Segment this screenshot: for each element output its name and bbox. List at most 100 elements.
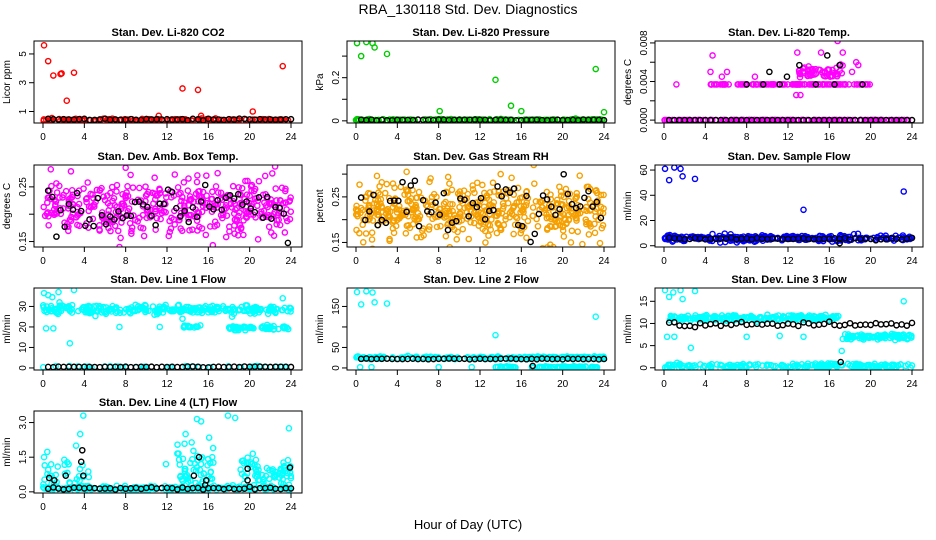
- data-point: [237, 224, 245, 232]
- data-point: [59, 194, 66, 201]
- hourly-point: [53, 233, 60, 240]
- data-point: [270, 307, 277, 315]
- hourly-point: [244, 476, 251, 484]
- data-point: [68, 301, 76, 309]
- data-point: [84, 468, 92, 475]
- y-tick-label: 0.15: [331, 232, 342, 252]
- data-point: [592, 364, 599, 370]
- hourly-point: [589, 203, 596, 210]
- data-point: [465, 235, 473, 243]
- data-point: [47, 166, 55, 173]
- data-point: [156, 186, 164, 194]
- data-point: [736, 363, 744, 370]
- data-point: [896, 234, 904, 242]
- outlier-point: [403, 168, 410, 176]
- data-point: [427, 175, 434, 182]
- hourly-point: [727, 321, 735, 329]
- hourly-point: [201, 181, 209, 189]
- data-point: [284, 456, 292, 464]
- y-axis-label: percent: [315, 189, 326, 223]
- outlier-point: [249, 108, 257, 115]
- hourly-point: [490, 206, 497, 214]
- data-point: [142, 302, 149, 310]
- data-point: [374, 208, 382, 216]
- outlier-point: [723, 68, 731, 76]
- data-point: [230, 198, 237, 205]
- data-point: [268, 170, 276, 177]
- data-point: [193, 323, 201, 331]
- x-tick-label: 12: [782, 379, 794, 390]
- data-point: [825, 361, 833, 369]
- outlier-point: [776, 332, 784, 340]
- data-point: [41, 485, 48, 492]
- data-point: [48, 182, 55, 190]
- data-point: [404, 187, 412, 195]
- data-point: [67, 217, 75, 225]
- outlier-point: [116, 323, 123, 331]
- data-point: [365, 204, 373, 211]
- data-point: [67, 168, 75, 175]
- x-tick-label: 8: [123, 502, 129, 513]
- x-tick-label: 8: [744, 132, 750, 143]
- x-tick-label: 12: [474, 256, 486, 267]
- outlier-point: [49, 293, 56, 301]
- y-tick-label: 3.0: [18, 415, 29, 429]
- hourly-point: [90, 222, 97, 230]
- x-tick-label: 8: [436, 256, 442, 267]
- data-point: [208, 195, 215, 203]
- hourly-point: [415, 222, 423, 230]
- data-point: [100, 303, 107, 311]
- hourly-point: [810, 322, 818, 329]
- data-point: [286, 304, 293, 312]
- data-point: [402, 230, 410, 237]
- data-point: [389, 203, 397, 211]
- data-point: [258, 324, 265, 331]
- data-point: [45, 306, 53, 313]
- figure-title: RBA_130118 Std. Dev. Diagnostics: [358, 1, 578, 17]
- data-point: [353, 202, 360, 210]
- outlier-point: [600, 108, 608, 116]
- data-point: [242, 177, 249, 185]
- outlier-point: [383, 300, 391, 307]
- hourly-point: [210, 363, 217, 370]
- data-point: [708, 360, 715, 368]
- data-point: [483, 207, 491, 215]
- x-tick-label: 20: [244, 132, 256, 143]
- x-axis-label: Hour of Day (UTC): [413, 517, 523, 532]
- data-point: [180, 199, 188, 206]
- hourly-point: [82, 222, 89, 230]
- data-point: [838, 362, 846, 369]
- data-point: [202, 231, 210, 239]
- data-point: [474, 211, 482, 218]
- hourly-point: [857, 321, 864, 329]
- outlier-point: [42, 325, 50, 332]
- hourly-point: [837, 358, 845, 366]
- outlier-point: [179, 315, 186, 323]
- data-point: [511, 221, 519, 229]
- data-point: [151, 174, 158, 182]
- panel-title: Stan. Dev. Li-820 Temp.: [728, 27, 850, 39]
- x-tick-label: 12: [161, 502, 173, 513]
- panel: Stan. Dev. Li-820 CO2 Licor ppm 0 4 8 12 16 20 2…: [2, 27, 303, 143]
- data-point: [68, 309, 76, 316]
- outlier-point: [687, 344, 695, 352]
- data-point: [153, 310, 161, 318]
- x-tick-label: 4: [82, 379, 88, 390]
- data-point: [73, 475, 81, 483]
- y-tick-label: 0.25: [331, 187, 342, 207]
- data-point: [394, 216, 401, 224]
- hourly-point: [98, 211, 106, 219]
- hourly-point: [61, 223, 68, 231]
- outlier-point: [50, 325, 57, 332]
- y-tick-label: 0.15: [18, 231, 29, 251]
- outlier-point: [66, 340, 74, 347]
- y-tick-label: 5: [18, 51, 29, 57]
- x-tick-label: 16: [203, 132, 215, 143]
- hourly-point: [195, 453, 203, 461]
- plot-frame: [654, 164, 924, 248]
- data-point: [89, 202, 96, 210]
- outlier-point: [665, 176, 673, 184]
- data-point: [235, 212, 242, 220]
- x-tick-label: 8: [744, 256, 750, 267]
- data-point: [460, 187, 468, 195]
